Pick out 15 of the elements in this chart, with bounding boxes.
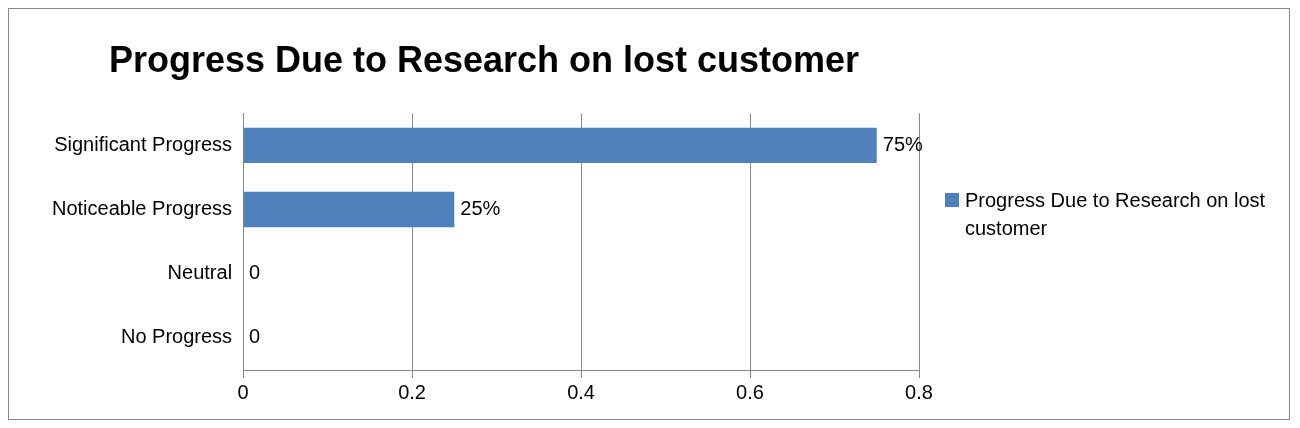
chart-title: Progress Due to Research on lost customer bbox=[108, 38, 860, 80]
data-label: 75% bbox=[882, 132, 923, 155]
x-tick-label: 0.4 bbox=[567, 380, 595, 403]
data-label: 0 bbox=[249, 325, 261, 348]
y-tick-label: Noticeable Progress bbox=[51, 197, 233, 220]
y-tick-label: No Progress bbox=[120, 325, 233, 348]
y-tick-label: Significant Progress bbox=[54, 132, 233, 155]
x-tick-label: 0 bbox=[237, 380, 249, 403]
y-tick-label: Neutral bbox=[167, 261, 233, 284]
legend-label: Progress Due to Research on lost customer bbox=[965, 188, 1267, 241]
data-label: 0 bbox=[249, 261, 261, 284]
data-label: 25% bbox=[460, 197, 501, 220]
x-tick-label: 0.8 bbox=[905, 380, 933, 403]
x-tick-label: 0.2 bbox=[398, 380, 426, 403]
x-tick-label: 0.6 bbox=[736, 380, 764, 403]
